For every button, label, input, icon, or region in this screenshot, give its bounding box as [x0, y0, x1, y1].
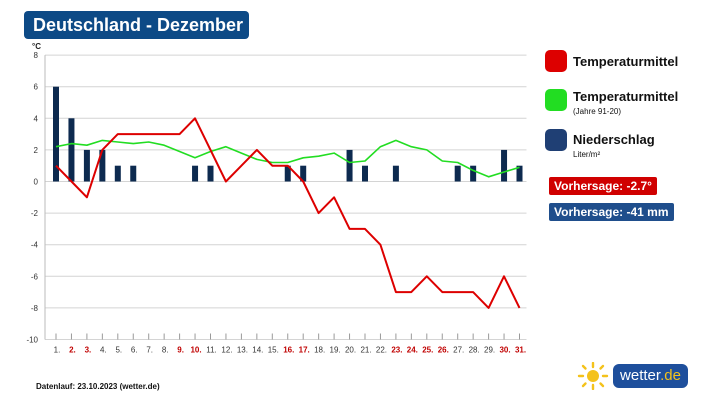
- precip-bar: [192, 165, 199, 182]
- x-tick-label: 27.: [453, 346, 464, 355]
- forecast-temp-badge: Vorhersage: -2.7°: [549, 177, 657, 195]
- precip-bar: [346, 149, 353, 182]
- precip-bar: [454, 165, 461, 182]
- legend-swatch-temp: [545, 50, 567, 72]
- x-tick-label: 24.: [407, 346, 418, 355]
- precip-bar: [392, 165, 399, 182]
- y-tick-label: 4: [34, 114, 39, 123]
- sun-icon: [577, 362, 609, 390]
- wetter-logo: wetter.de: [576, 362, 692, 390]
- legend-label-temp-ref: Temperaturmittel: [573, 89, 679, 104]
- x-tick-label: 14.: [252, 346, 263, 355]
- precip-bar: [284, 165, 291, 182]
- y-tick-label: -4: [31, 241, 39, 250]
- y-tick-label: -6: [31, 272, 39, 281]
- y-tick-label: 6: [34, 83, 39, 92]
- y-axis-label: °C: [32, 42, 41, 51]
- precip-bar: [68, 118, 75, 182]
- x-tick-label: 17.: [299, 346, 310, 355]
- logo-suffix: .de: [660, 367, 681, 384]
- x-tick-label: 31.: [515, 346, 526, 355]
- x-tick-label: 30.: [499, 346, 510, 355]
- x-tick-label: 22.: [376, 346, 387, 355]
- precip-bar: [83, 149, 90, 182]
- y-tick-label: -8: [31, 304, 39, 313]
- precip-bar: [99, 149, 106, 182]
- legend-swatch-precip: [545, 129, 567, 151]
- x-tick-label: 26.: [438, 346, 449, 355]
- x-tick-label: 10.: [190, 346, 201, 355]
- precip-bar: [53, 86, 59, 182]
- x-tick-label: 4.: [100, 346, 107, 355]
- temp-ref-line: [55, 139, 520, 178]
- x-tick-label: 5.: [115, 346, 122, 355]
- x-tick-label: 16.: [283, 346, 294, 355]
- forecast-precip-badge: Vorhersage: -41 mm: [549, 203, 674, 221]
- legend-sub-precip: Liter/m²: [573, 150, 601, 159]
- legend-label-precip: Niederschlag: [573, 132, 655, 147]
- x-tick-label: 12.: [221, 346, 232, 355]
- x-tick-label: 9.: [177, 346, 184, 355]
- x-tick-label: 19.: [330, 346, 341, 355]
- x-tick-label: 21.: [360, 346, 371, 355]
- y-tick-label: 8: [34, 51, 39, 60]
- precip-bar: [501, 149, 508, 182]
- x-tick-label: 3.: [85, 346, 92, 355]
- x-tick-label: 7.: [146, 346, 153, 355]
- legend-label-temp: Temperaturmittel: [573, 54, 679, 69]
- precip-bar: [114, 165, 121, 182]
- x-tick-label: 25.: [422, 346, 433, 355]
- x-tick-label: 11.: [206, 346, 217, 355]
- precip-bar: [362, 165, 368, 182]
- y-tick-label: -2: [31, 209, 39, 218]
- footer-data-run: Datenlauf: 23.10.2023 (wetter.de): [36, 382, 160, 391]
- temp-line: [55, 117, 521, 309]
- x-tick-label: 23.: [391, 346, 402, 355]
- legend-swatch-temp-ref: [545, 89, 567, 111]
- x-tick-label: 6.: [131, 346, 138, 355]
- chart-title: Deutschland - Dezember: [24, 11, 249, 39]
- x-tick-label: 13.: [237, 346, 248, 355]
- x-tick-label: 18.: [314, 346, 325, 355]
- x-tick-label: 28.: [469, 346, 480, 355]
- x-tick-label: 8.: [162, 346, 169, 355]
- precip-bar: [516, 165, 523, 182]
- precip-bar: [300, 165, 307, 182]
- x-tick-label: 29.: [484, 346, 495, 355]
- y-tick-label: 0: [34, 178, 39, 187]
- y-tick-label: 2: [34, 146, 39, 155]
- x-tick-label: 15.: [268, 346, 279, 355]
- logo-wordmark: wetter.de: [613, 364, 688, 388]
- x-tick-label: 2.: [69, 346, 76, 355]
- precip-bar: [470, 165, 477, 182]
- precip-bar: [207, 165, 214, 182]
- logo-text: wetter: [620, 367, 661, 384]
- legend-sub-temp-ref: (Jahre 91-20): [573, 107, 622, 116]
- y-tick-label: -10: [26, 336, 38, 345]
- x-tick-label: 1.: [54, 346, 61, 355]
- x-tick-label: 20.: [345, 346, 356, 355]
- precip-bar: [130, 165, 137, 182]
